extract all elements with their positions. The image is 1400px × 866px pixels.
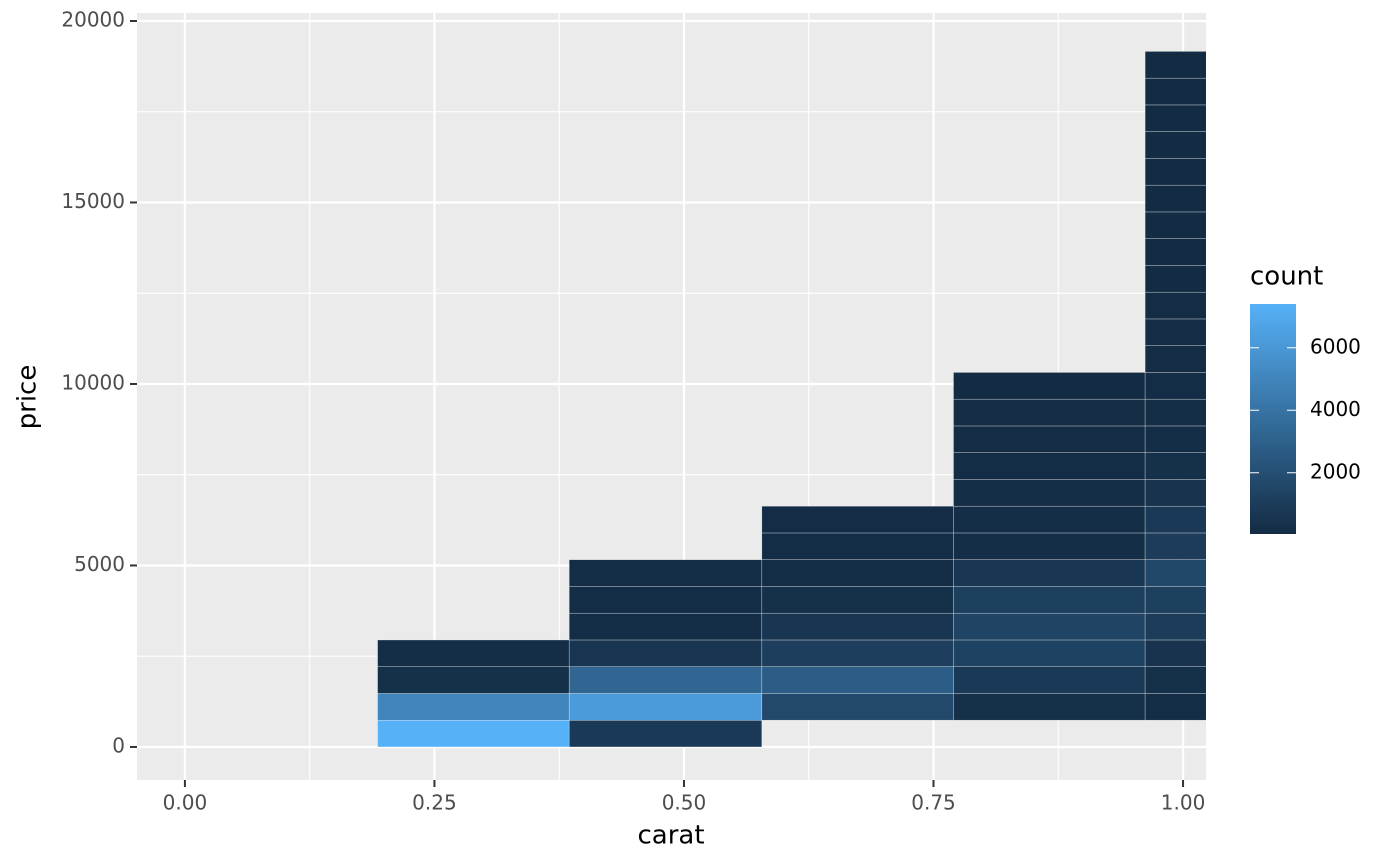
bin-cell bbox=[1144, 586, 1206, 614]
bin-cell bbox=[953, 639, 1146, 667]
x-tick-label: 0.00 bbox=[163, 791, 208, 815]
bin-cell bbox=[1144, 158, 1206, 186]
bin-cell bbox=[953, 398, 1146, 427]
bin-cell bbox=[761, 505, 954, 534]
bin-cell bbox=[953, 532, 1146, 560]
bin-cell bbox=[1144, 372, 1206, 400]
x-tick-label: 0.50 bbox=[662, 791, 707, 815]
bin-cell bbox=[1144, 639, 1206, 667]
colorbar-label: 4000 bbox=[1310, 397, 1361, 421]
bin-cell bbox=[953, 479, 1146, 507]
bin-cell bbox=[953, 452, 1146, 480]
cells bbox=[377, 51, 1206, 748]
bin-cell bbox=[953, 559, 1146, 587]
y-tick-label: 0 bbox=[112, 733, 125, 757]
bin-cell bbox=[1144, 265, 1206, 293]
legend: 2000 4000 6000 bbox=[1250, 304, 1361, 534]
bin-cell bbox=[1144, 612, 1206, 641]
bin-cell bbox=[1144, 318, 1206, 346]
bin-cell bbox=[953, 425, 1146, 453]
bin-cell bbox=[377, 639, 570, 667]
bin-cell bbox=[761, 532, 954, 560]
bin-cell bbox=[761, 666, 954, 694]
bin-cell bbox=[953, 666, 1146, 694]
x-tick-label: 0.75 bbox=[911, 791, 956, 815]
bin-cell bbox=[568, 559, 763, 587]
bin-cell bbox=[953, 586, 1146, 614]
bin-cell bbox=[1144, 532, 1206, 560]
bin-cell bbox=[1144, 505, 1206, 534]
y-tick-label: 15000 bbox=[61, 189, 125, 213]
bin-cell bbox=[1144, 452, 1206, 480]
axes: 0.00 0.25 0.50 0.75 1.00 0 5000 10000 15000 20000 bbox=[61, 7, 1205, 814]
bin-cell bbox=[1144, 345, 1206, 373]
bin-cell bbox=[761, 586, 954, 614]
bin-cell bbox=[1144, 131, 1206, 159]
bin-cell bbox=[761, 639, 954, 667]
bin-cell bbox=[1144, 425, 1206, 453]
bin-cell bbox=[1144, 559, 1206, 587]
y-tick-label: 20000 bbox=[61, 7, 125, 31]
bin-cell bbox=[568, 693, 763, 721]
bin-cell bbox=[761, 559, 954, 587]
bin-cell bbox=[377, 719, 570, 748]
bin-cell bbox=[568, 586, 763, 614]
bin-cell bbox=[1144, 51, 1206, 79]
y-axis-title: price bbox=[13, 365, 43, 430]
bin-cell bbox=[377, 666, 570, 694]
bin-cell bbox=[761, 693, 954, 721]
bin-cell bbox=[1144, 693, 1206, 721]
bin-cell bbox=[1144, 291, 1206, 320]
x-axis-title: carat bbox=[637, 821, 704, 851]
bin-cell bbox=[953, 372, 1146, 400]
bin-cell bbox=[953, 612, 1146, 641]
bin-cell bbox=[377, 693, 570, 721]
bin-cell bbox=[1144, 104, 1206, 132]
bin-cell bbox=[953, 505, 1146, 534]
bin-cell bbox=[1144, 666, 1206, 694]
bin-cell bbox=[953, 693, 1146, 721]
bin-cell bbox=[1144, 184, 1206, 213]
bin-cell bbox=[1144, 77, 1206, 106]
y-tick-label: 10000 bbox=[61, 370, 125, 394]
bin-cell bbox=[1144, 479, 1206, 507]
colorbar-label: 6000 bbox=[1310, 334, 1361, 358]
bin-cell bbox=[568, 666, 763, 694]
bin-cell bbox=[568, 719, 763, 748]
y-tick-label: 5000 bbox=[74, 552, 125, 576]
x-tick-label: 1.00 bbox=[1161, 791, 1206, 815]
colorbar-label: 2000 bbox=[1310, 459, 1361, 483]
bin-cell bbox=[568, 612, 763, 641]
bin-cell bbox=[1144, 398, 1206, 427]
legend-title: count bbox=[1250, 262, 1323, 292]
colorbar bbox=[1250, 304, 1296, 534]
bin-cell bbox=[1144, 238, 1206, 266]
bin-cell bbox=[568, 639, 763, 667]
bin-cell bbox=[761, 612, 954, 641]
x-tick-label: 0.25 bbox=[412, 791, 457, 815]
bin-cell bbox=[1144, 211, 1206, 239]
